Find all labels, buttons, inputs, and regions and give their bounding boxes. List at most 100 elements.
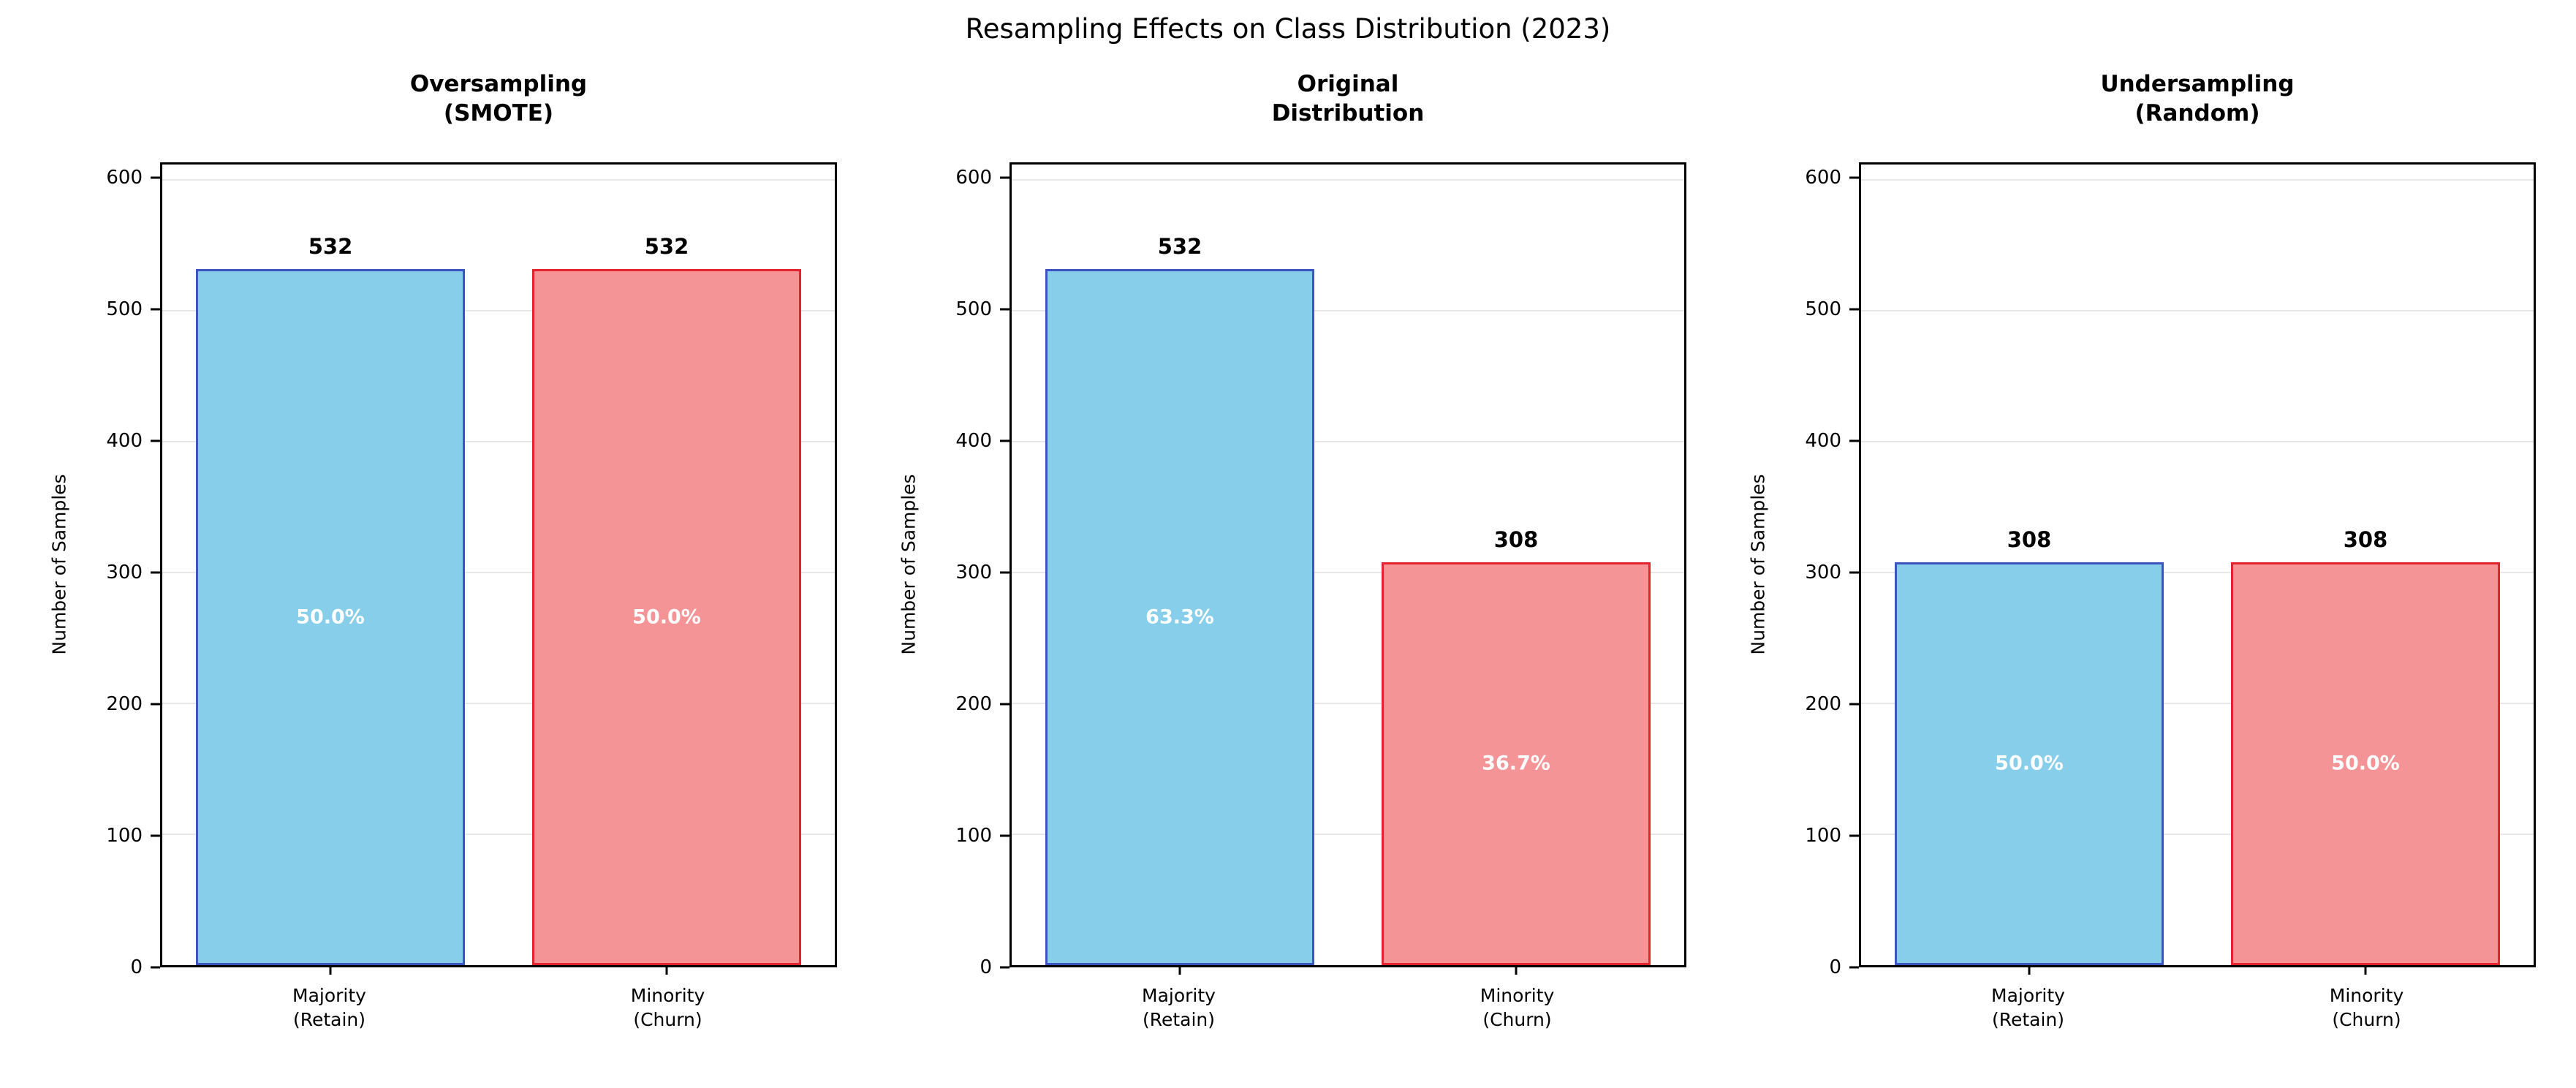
bar-chart-panel: Original Distribution Number of Samples 0 1… <box>890 69 1686 1035</box>
y-tick-label: 500 <box>1805 298 1841 321</box>
y-tick-label: 300 <box>106 561 143 583</box>
gridline <box>162 310 835 311</box>
gridline <box>162 440 835 442</box>
y-tick-label: 0 <box>130 956 143 978</box>
y-tick-label: 600 <box>1805 167 1841 189</box>
gridline <box>1012 310 1684 311</box>
x-label-row: Majority (Retain) Minority (Churn) <box>1859 967 2536 1035</box>
gridline <box>1012 571 1684 573</box>
y-axis-label: Number of Samples <box>898 474 920 655</box>
bar-percent-label: 63.3% <box>1145 605 1214 629</box>
y-tick-label: 500 <box>955 298 992 321</box>
subplot-title: Original Distribution <box>1271 71 1425 127</box>
bar-percent-label: 50.0% <box>2331 752 2400 775</box>
bar-percent-label: 50.0% <box>632 605 701 629</box>
x-category-label: Minority (Churn) <box>630 984 705 1031</box>
bar-minority: 50.0% <box>532 268 801 965</box>
y-tick-mark <box>1000 571 1009 574</box>
y-tick-label: 500 <box>106 298 143 321</box>
bar-value-label: 532 <box>308 233 353 259</box>
bar-value-label: 308 <box>1493 526 1539 552</box>
plot-row: Number of Samples 0 100 200 300 400 500 600 63.3… <box>890 162 1686 978</box>
bar-minority: 50.0% <box>2231 562 2500 965</box>
plot-area: 50.0% 532 50.0% 532 <box>160 162 837 975</box>
x-category-label: Majority (Retain) <box>292 984 366 1031</box>
gridline <box>1861 440 2534 442</box>
plot-area: 50.0% 308 50.0% 308 <box>1859 162 2536 975</box>
y-tick-label: 400 <box>106 429 143 452</box>
y-tick-mark <box>1000 308 1009 311</box>
y-tick-mark <box>151 571 160 574</box>
gridline <box>162 702 835 704</box>
y-tick-mark <box>1000 439 1009 442</box>
y-tick-mark <box>151 308 160 311</box>
gridline <box>1012 179 1684 181</box>
subplot-title: Oversampling (SMOTE) <box>409 71 588 127</box>
gridline <box>1012 833 1684 835</box>
y-tick-mark <box>1849 966 1859 969</box>
bar-chart-panel: Undersampling (Random) Number of Samples 0… <box>1739 69 2536 1035</box>
y-tick-mark <box>1000 703 1009 706</box>
gridline <box>162 571 835 573</box>
x-label-row: Majority (Retain) Minority (Churn) <box>1009 967 1686 1035</box>
bar-percent-label: 50.0% <box>296 605 365 629</box>
bar-majority: 50.0% <box>1895 562 2164 965</box>
y-tick-label: 100 <box>1805 824 1841 847</box>
y-tick-label: 600 <box>955 167 992 189</box>
y-tick-mark <box>151 966 160 969</box>
y-axis-label-column: Number of Samples <box>40 162 78 967</box>
x-tick-mark <box>1515 964 1518 975</box>
y-tick-label: 200 <box>955 692 992 715</box>
y-tick-label: 400 <box>955 429 992 452</box>
gridline <box>1012 702 1684 704</box>
bar-value-label: 532 <box>644 233 689 259</box>
gridline <box>1012 440 1684 442</box>
x-tick-mark <box>665 964 668 975</box>
y-tick-mark <box>1849 308 1859 311</box>
y-tick-mark <box>1000 834 1009 837</box>
x-category-label: Minority (Churn) <box>2329 984 2404 1031</box>
y-tick-mark <box>151 176 160 179</box>
gridline <box>162 833 835 835</box>
bar-chart-panel: Oversampling (SMOTE) Number of Samples 0 10… <box>40 69 837 1035</box>
y-tick-mark <box>1000 176 1009 179</box>
gridline <box>1861 310 2534 311</box>
y-tick-mark <box>1000 966 1009 969</box>
subplot-title: Undersampling (Random) <box>2100 71 2295 127</box>
x-tick-mark <box>2364 964 2367 975</box>
y-tick-mark <box>1849 176 1859 179</box>
x-tick-mark <box>2028 964 2031 975</box>
plot-row: Number of Samples 0 100 200 300 400 500 600 50.0… <box>40 162 837 978</box>
gridline <box>1861 179 2534 181</box>
y-tick-label: 200 <box>1805 692 1841 715</box>
y-axis-label-column: Number of Samples <box>890 162 928 967</box>
y-tick-mark <box>1849 834 1859 837</box>
y-tick-label: 600 <box>106 167 143 189</box>
y-tick-column: 0 100 200 300 400 500 600 <box>78 162 160 978</box>
bar-value-label: 308 <box>2343 526 2388 552</box>
y-tick-mark <box>151 439 160 442</box>
y-tick-label: 100 <box>955 824 992 847</box>
y-axis-label: Number of Samples <box>48 474 70 655</box>
x-category-label: Majority (Retain) <box>1142 984 1216 1031</box>
bar-minority: 36.7% <box>1382 562 1651 965</box>
y-tick-label: 400 <box>1805 429 1841 452</box>
y-tick-mark <box>1849 703 1859 706</box>
plot-area: 63.3% 532 36.7% 308 <box>1009 162 1686 975</box>
y-tick-mark <box>1849 439 1859 442</box>
y-tick-label: 300 <box>955 561 992 583</box>
y-tick-label: 100 <box>106 824 143 847</box>
figure-title: Resampling Effects on Class Distribution… <box>965 13 1611 45</box>
bar-value-label: 308 <box>2007 526 2052 552</box>
x-category-label: Minority (Churn) <box>1480 984 1555 1031</box>
x-tick-mark <box>1178 964 1181 975</box>
y-tick-label: 0 <box>980 956 992 978</box>
y-tick-mark <box>151 703 160 706</box>
y-tick-label: 300 <box>1805 561 1841 583</box>
charts-row: Oversampling (SMOTE) Number of Samples 0 10… <box>0 69 2576 1035</box>
bar-percent-label: 50.0% <box>1995 752 2064 775</box>
y-tick-column: 0 100 200 300 400 500 600 <box>928 162 1009 978</box>
bar-majority: 63.3% <box>1045 268 1314 965</box>
gridline <box>1861 833 2534 835</box>
